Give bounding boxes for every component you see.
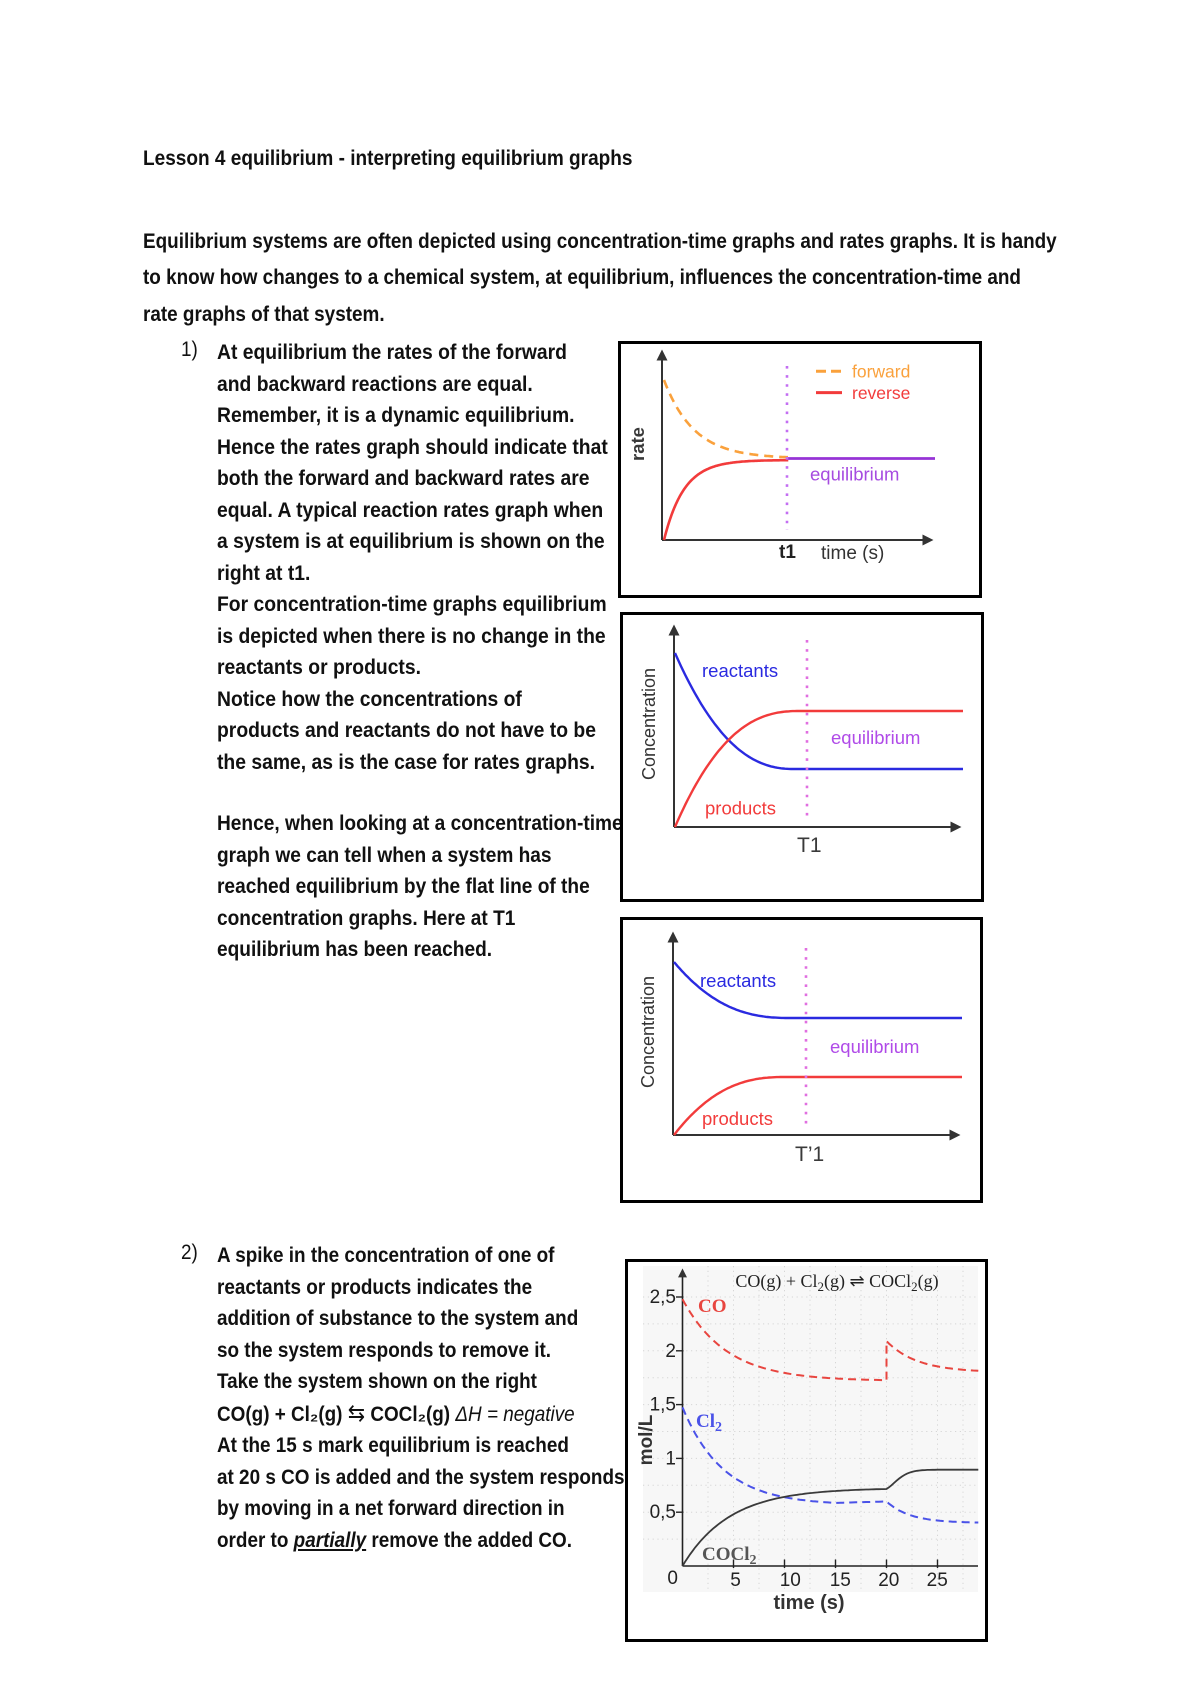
svg-text:t1: t1 (779, 542, 796, 563)
svg-text:products: products (705, 798, 776, 819)
svg-text:2: 2 (665, 1341, 676, 1362)
svg-text:products: products (702, 1108, 773, 1129)
svg-text:equilibrium: equilibrium (830, 1036, 919, 1057)
svg-text:Concentration: Concentration (638, 976, 658, 1088)
svg-text:reactants: reactants (700, 970, 776, 991)
svg-text:mol/L: mol/L (636, 1414, 657, 1465)
svg-text:rate: rate (627, 427, 648, 461)
svg-text:COCl2: COCl2 (702, 1544, 757, 1568)
svg-text:reactants: reactants (702, 660, 778, 681)
svg-text:15: 15 (830, 1570, 851, 1591)
svg-text:time (s): time (s) (773, 1592, 844, 1614)
svg-text:5: 5 (730, 1570, 741, 1591)
svg-text:CO: CO (698, 1296, 727, 1317)
svg-text:CO(g) + Cl2(g) ⇌ COCl2(g): CO(g) + Cl2(g) ⇌ COCl2(g) (735, 1271, 938, 1294)
svg-text:10: 10 (780, 1570, 801, 1591)
svg-text:20: 20 (878, 1570, 899, 1591)
svg-text:equilibrium: equilibrium (810, 464, 899, 485)
svg-text:2,5: 2,5 (650, 1287, 676, 1308)
svg-text:time (s): time (s) (821, 543, 884, 564)
svg-text:1,5: 1,5 (650, 1395, 676, 1416)
svg-text:25: 25 (927, 1570, 948, 1591)
svg-text:equilibrium: equilibrium (831, 727, 920, 748)
svg-text:Concentration: Concentration (639, 668, 659, 780)
svg-text:reverse: reverse (852, 383, 910, 403)
svg-text:1: 1 (665, 1448, 676, 1469)
svg-text:forward: forward (852, 362, 910, 382)
svg-text:T’1: T’1 (795, 1143, 824, 1166)
svg-text:0,5: 0,5 (650, 1502, 676, 1523)
svg-text:0: 0 (667, 1568, 678, 1589)
svg-text:T1: T1 (797, 834, 822, 857)
